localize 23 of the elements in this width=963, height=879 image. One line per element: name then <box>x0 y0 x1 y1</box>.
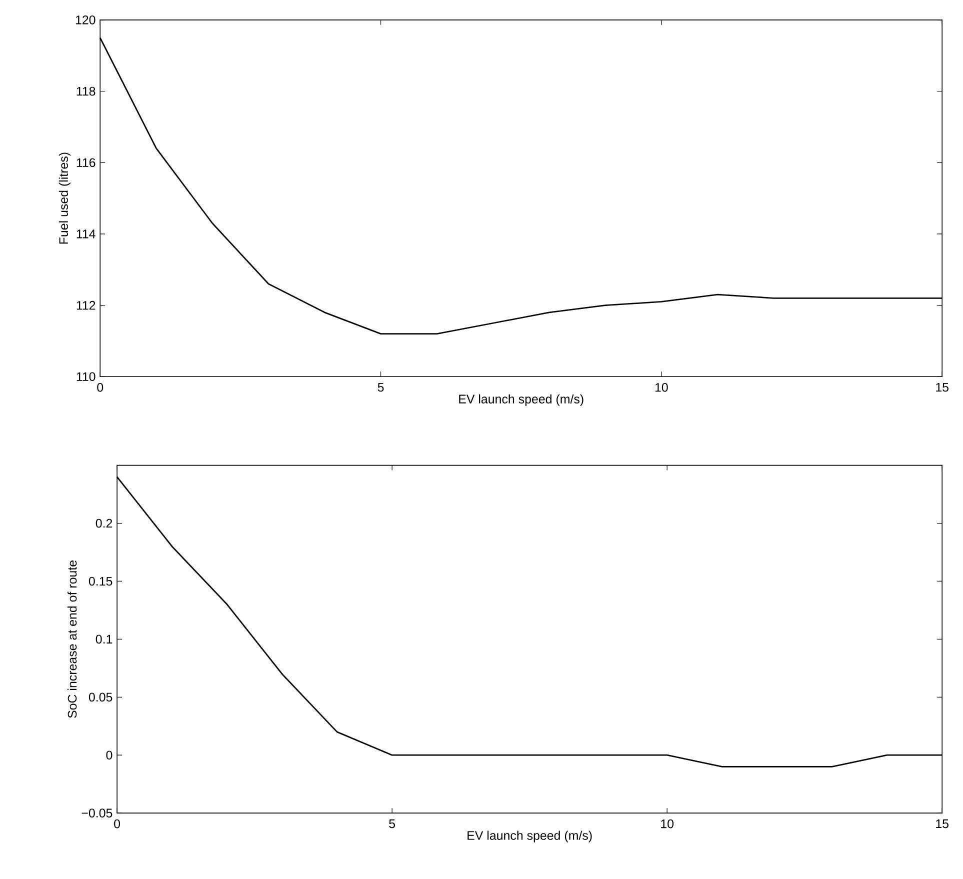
y-axis-title: Fuel used (litres) <box>58 152 70 244</box>
x-tick-label: 5 <box>378 383 384 392</box>
y-tick-label: 110 <box>76 372 96 382</box>
y-tick-label: 0.1 <box>96 634 112 644</box>
x-axis-title: EV launch speed (m/s) <box>468 830 592 842</box>
x-tick-label: 15 <box>936 819 948 828</box>
y-tick-label: 0.05 <box>88 692 112 702</box>
y-tick-label: −0.05 <box>82 808 112 818</box>
x-tick-label: 10 <box>655 383 668 392</box>
y-tick-label: 112 <box>76 301 96 310</box>
x-tick-label: 10 <box>661 819 674 828</box>
x-tick-label: 15 <box>936 383 948 392</box>
x-axis-title: EV launch speed (m/s) <box>459 394 584 406</box>
y-tick-label: 116 <box>76 158 96 168</box>
x-tick-label: 0 <box>114 819 120 828</box>
y-tick-label: 0.15 <box>88 576 112 586</box>
y-tick-label: 118 <box>76 86 96 96</box>
y-tick-label: 114 <box>76 230 96 238</box>
y-axis-title: SoC increase at end of route <box>68 560 77 718</box>
y-tick-label: 0.2 <box>96 518 112 528</box>
x-tick-label: 5 <box>389 819 395 828</box>
y-tick-label: 120 <box>76 16 96 24</box>
y-tick-label: 0 <box>106 750 112 760</box>
